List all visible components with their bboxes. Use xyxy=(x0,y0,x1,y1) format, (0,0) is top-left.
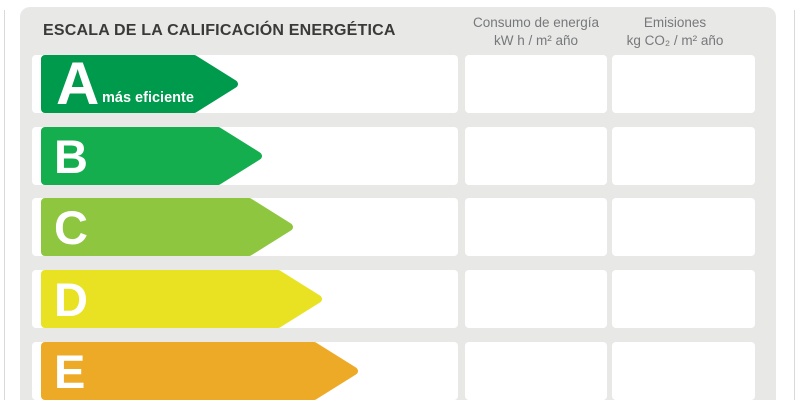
page-border-right xyxy=(794,10,795,400)
emisiones-cell xyxy=(612,198,755,256)
rating-bar-arrow-icon xyxy=(41,270,322,328)
emisiones-cell xyxy=(612,55,755,113)
emisiones-cell xyxy=(612,342,755,400)
rating-row: B xyxy=(32,127,755,185)
rating-bar-arrow-icon xyxy=(41,127,262,185)
column-header-emisiones-line2: kg CO₂ / m² año xyxy=(626,33,724,48)
column-header-consumo-line2: kW h / m² año xyxy=(493,33,579,48)
column-header-emisiones-line1: Emisiones xyxy=(643,15,707,30)
rating-row: E xyxy=(32,342,755,400)
rating-bar-arrow-icon xyxy=(41,55,238,113)
emisiones-cell xyxy=(612,270,755,328)
rating-row: A más eficiente xyxy=(32,50,755,117)
rating-letter: E xyxy=(54,344,86,398)
rating-sublabel: más eficiente xyxy=(102,90,194,106)
consumo-cell xyxy=(465,270,607,328)
rating-letter: D xyxy=(54,272,88,326)
rating-letter: C xyxy=(54,200,88,254)
column-header-emisiones: Emisiones kg CO₂ / m² año xyxy=(565,14,785,50)
page-border-left xyxy=(4,10,5,400)
rating-bar-arrow-icon xyxy=(41,342,358,400)
rating-letter: A xyxy=(56,50,100,117)
rating-row: C xyxy=(32,198,755,256)
rating-row: D xyxy=(32,270,755,328)
rating-bar-arrow-icon xyxy=(41,198,293,256)
consumo-cell xyxy=(465,55,607,113)
emisiones-cell xyxy=(612,127,755,185)
consumo-cell xyxy=(465,342,607,400)
scale-title: ESCALA DE LA CALIFICACIÓN ENERGÉTICA xyxy=(43,22,396,39)
rating-letter: B xyxy=(54,129,88,183)
consumo-cell xyxy=(465,198,607,256)
consumo-cell xyxy=(465,127,607,185)
column-header-consumo: Consumo de energía kW h / m² año xyxy=(426,14,646,50)
column-header-consumo-line1: Consumo de energía xyxy=(472,15,600,30)
